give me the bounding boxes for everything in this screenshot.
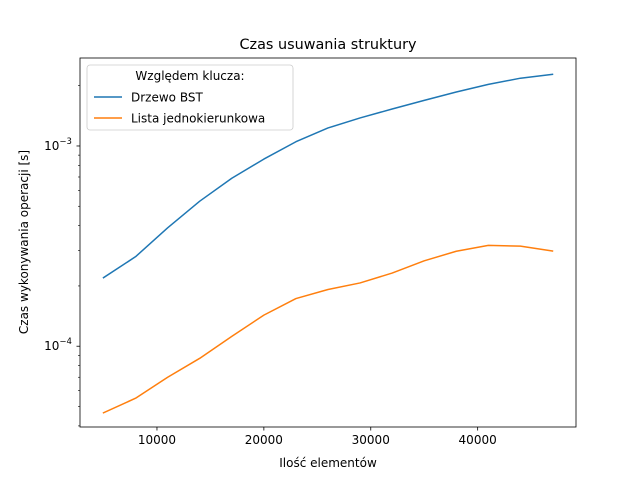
y-tick-label: 10−4 — [44, 337, 72, 353]
legend: Względem klucza: Drzewo BST Lista jednokie… — [86, 64, 294, 131]
x-axis-label: Ilość elementów — [279, 456, 377, 470]
series-line-1 — [102, 73, 554, 279]
legend-title: Względem klucza: — [135, 69, 244, 83]
legend-label-1: Drzewo BST — [131, 91, 203, 105]
y-axis: 10−4 10−3 — [44, 85, 80, 427]
y-axis-label: Czas wykonywania operacji [s] — [17, 150, 31, 334]
series-layer — [102, 73, 554, 414]
x-axis: 10000 20000 30000 40000 — [138, 427, 497, 447]
y-tick-label: 10−3 — [44, 137, 72, 153]
series-line-2 — [102, 244, 554, 414]
chart-title: Czas usuwania struktury — [239, 37, 417, 53]
legend-box — [86, 64, 294, 131]
x-tick-label: 20000 — [245, 433, 283, 447]
x-tick-label: 30000 — [352, 433, 390, 447]
plot-frame — [79, 57, 577, 428]
legend-label-2: Lista jednokierunkowa — [131, 112, 265, 126]
x-tick-label: 40000 — [459, 433, 497, 447]
x-tick-label: 10000 — [138, 433, 176, 447]
